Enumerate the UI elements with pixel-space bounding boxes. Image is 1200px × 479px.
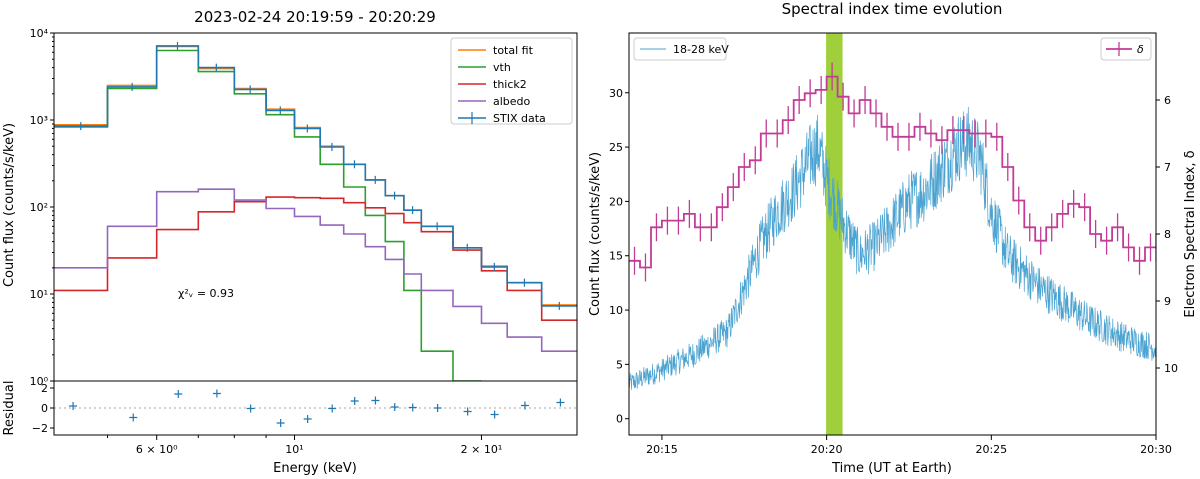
spectrum-y-tick-label: 10⁴ [30, 27, 49, 40]
time-y-tick-label: 5 [616, 358, 623, 371]
time-y-tick-label: 15 [609, 250, 623, 263]
legend-label-albedo: albedo [493, 95, 531, 108]
light-curve-18-28-kev [629, 106, 1156, 390]
time-y-tick-label: 10 [609, 304, 623, 317]
residual-panel: Residual Energy (keV) 2 0 −2 6 × 10⁰ 10¹ 2 × … [2, 380, 578, 476]
residual-point [69, 402, 78, 410]
residual-point [212, 389, 221, 398]
residual-point [328, 404, 337, 413]
spectrum-y-tick-label: 10³ [30, 114, 48, 127]
time-x-tick-label: 20:30 [1140, 443, 1172, 456]
residual-point [390, 403, 399, 411]
time-frame [628, 32, 1157, 436]
residual-y-tick-label: 0 [41, 402, 48, 415]
spectrum-y-label: Count flux (counts/s/keV) [2, 123, 17, 287]
fit-interval-highlight [826, 33, 843, 435]
chi-square-annotation: χ²ᵥ = 0.93 [178, 287, 234, 300]
delta-y-tick-label: 7 [1164, 161, 1171, 174]
spectrum-panel: 2023-02-24 20:19:59 - 20:20:29 Count flu… [2, 8, 578, 388]
time-x-tick-label: 20:15 [646, 443, 678, 456]
energy-x-tick-label: 2 × 10¹ [461, 443, 503, 456]
residual-point [129, 413, 138, 422]
delta-y-label: Electron Spectral Index, δ [1183, 150, 1198, 317]
residual-point [303, 415, 312, 423]
spectrum-y-tick-label: 10⁰ [30, 375, 49, 388]
delta-y-tick-label: 8 [1164, 228, 1171, 241]
time-y-tick-label: 30 [609, 87, 623, 100]
delta-legend-label: δ [1137, 43, 1144, 56]
residual-point [490, 410, 499, 419]
legend-label-STIX-data: STIX data [493, 112, 546, 125]
delta-y-tick-label: 10 [1164, 362, 1178, 375]
time-y-tick-label: 25 [609, 141, 623, 154]
energy-x-tick-label: 6 × 10⁰ [136, 443, 178, 456]
residual-point [371, 396, 380, 405]
legend-label-total-fit: total fit [493, 44, 534, 57]
time-x-label: Time (UT at Earth) [831, 461, 952, 476]
delta-y-tick-label: 6 [1164, 94, 1171, 107]
lightcurve-legend-box [633, 37, 727, 61]
time-x-tick-label: 20:20 [811, 443, 843, 456]
spectrum-y-tick-label: 10¹ [30, 288, 48, 301]
spectrum-plot-area [54, 41, 577, 381]
spectrum-y-tick-label: 10² [30, 201, 48, 214]
energy-x-tick-label: 10¹ [285, 443, 303, 456]
time-title: Spectral index time evolution [782, 0, 1003, 18]
delta-y-tick-label: 9 [1164, 295, 1171, 308]
residual-point [174, 390, 183, 398]
time-legends: 18-28 keV δ [633, 37, 1152, 61]
time-y-tick-label: 0 [616, 413, 623, 426]
time-plot-area [629, 33, 1156, 435]
residual-y-tick-label: 2 [41, 382, 48, 395]
time-axis-ticks: 0 5 10 15 20 25 30 6 7 8 9 10 20:15 20:20 20:25 20:30 [609, 87, 1178, 456]
legend-label-thick2: thick2 [493, 78, 527, 91]
spectrum-title: 2023-02-24 20:19:59 - 20:20:29 [194, 8, 436, 26]
residual-point [433, 404, 442, 412]
spectrum-line-albedo [54, 188, 577, 352]
time-y-tick-label: 20 [609, 195, 623, 208]
residual-point [520, 401, 529, 410]
spectrum-legend: total fit vth thick2 albedo STIX data [450, 37, 573, 125]
residual-point [556, 398, 565, 407]
residual-plot-area [54, 389, 577, 427]
energy-x-label: Energy (keV) [273, 461, 357, 476]
legend-label-vth: vth [493, 61, 511, 74]
residual-frame [53, 380, 578, 436]
residual-point [246, 404, 255, 413]
residual-point [350, 397, 359, 405]
lightcurve-legend-label: 18-28 keV [673, 43, 729, 56]
spectrum-line-vth [54, 49, 482, 381]
residual-y-label: Residual [2, 381, 17, 436]
spectrum-legend-box [450, 37, 573, 125]
time-y-label: Count flux (counts/s/keV) [588, 152, 603, 316]
delta-step-line [629, 75, 1156, 269]
spectrum-line-thick2 [54, 196, 577, 321]
residual-point [408, 403, 417, 412]
residual-axis-ticks: 2 0 −2 6 × 10⁰ 10¹ 2 × 10¹ [32, 382, 502, 456]
residual-y-tick-label: −2 [32, 422, 48, 435]
time-x-tick-label: 20:25 [975, 443, 1007, 456]
time-evolution-panel: Spectral index time evolution Count flux… [588, 0, 1198, 476]
spectrum-axis-ticks: 10⁰ 10¹ 10² 10³ 10⁴ [30, 27, 54, 388]
residual-point [463, 407, 472, 416]
residual-point [276, 419, 285, 427]
